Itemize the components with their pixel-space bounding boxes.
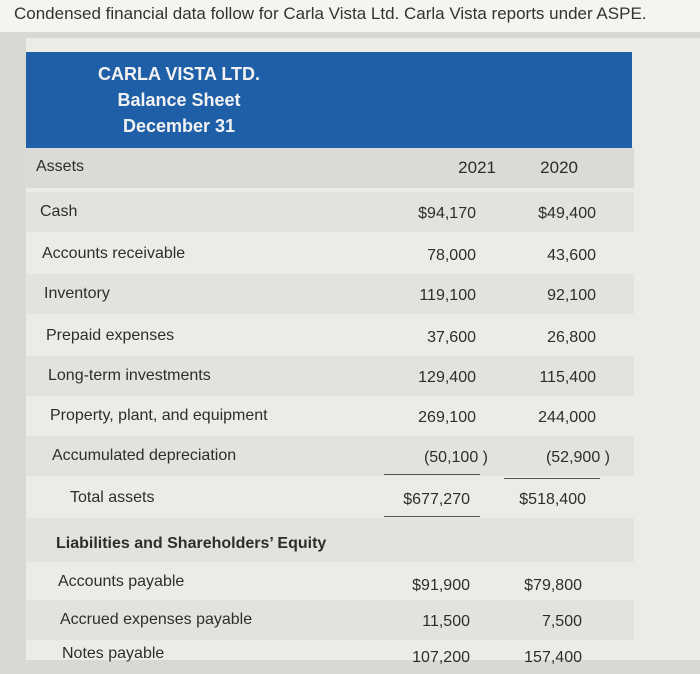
row-value-2020: $79,800 (524, 577, 582, 594)
table-row: Cash $94,170 $49,400 (26, 192, 634, 232)
row-value-2020: 7,500 (541, 613, 582, 630)
row-value-2020: 244,000 (538, 409, 596, 426)
row-label: Inventory (44, 285, 110, 302)
row-value-2021: $91,900 (412, 577, 470, 594)
row-value-2021: $677,270 (403, 491, 470, 508)
year-2021-heading: 2021 (458, 158, 496, 177)
liabilities-heading-row: Liabilities and Shareholders’ Equity (26, 518, 634, 562)
row-value-2020: $518,400 (519, 491, 586, 508)
company-name: CARLA VISTA LTD. (98, 64, 260, 84)
table-row: Property, plant, and equipment 269,100 2… (26, 396, 634, 436)
row-value-2021: 107,200 (412, 649, 470, 666)
intro-text: Condensed financial data follow for Carl… (0, 0, 700, 32)
row-value-2021: 78,000 (427, 247, 476, 264)
row-value-2020: 115,400 (539, 369, 596, 386)
row-label: Long-term investments (48, 367, 211, 384)
table-row: Long-term investments 129,400 115,400 (26, 356, 634, 396)
table-row: Notes payable 107,200 157,400 (26, 634, 634, 674)
column-header-row: Assets 2021 2020 (26, 148, 634, 188)
table-row: Accounts payable $91,900 $79,800 (26, 562, 634, 602)
row-label: Cash (40, 203, 78, 220)
row-value-2020: 92,100 (547, 287, 596, 304)
statement-date: December 31 (122, 116, 236, 136)
row-value-2021: 129,400 (418, 369, 476, 386)
assets-heading: Assets (36, 158, 85, 175)
row-value-2021: (50,100 ) (423, 449, 488, 466)
liabilities-heading: Liabilities and Shareholders’ Equity (56, 535, 327, 552)
table-row: Accumulated depreciation (50,100 ) (52,9… (26, 436, 634, 476)
row-value-2021: 269,100 (418, 409, 476, 426)
row-label: Notes payable (62, 645, 165, 662)
table-row: Prepaid expenses 37,600 26,800 (26, 316, 634, 356)
row-value-2020: 157,400 (524, 649, 582, 666)
balance-sheet: CARLA VISTA LTD. Balance Sheet December … (26, 38, 700, 666)
statement-header: CARLA VISTA LTD. Balance Sheet December … (26, 52, 632, 148)
row-label: Total assets (70, 489, 155, 506)
row-label: Prepaid expenses (46, 327, 175, 344)
row-value-2021: $94,170 (418, 205, 476, 222)
table-row: Accounts receivable 78,000 43,600 (26, 234, 634, 274)
row-value-2020: 43,600 (547, 247, 596, 264)
year-2020-heading: 2020 (540, 158, 578, 177)
row-label: Accrued expenses payable (60, 611, 253, 628)
table-row: Total assets $677,270 $518,400 (26, 478, 634, 518)
statement-title: Balance Sheet (117, 90, 241, 110)
row-label: Accounts payable (58, 573, 185, 590)
row-value-2020: 26,800 (547, 329, 596, 346)
row-label: Property, plant, and equipment (50, 407, 268, 424)
subtotal-line-2020 (504, 478, 600, 479)
row-value-2021: 11,500 (422, 613, 470, 630)
row-value-2020: (52,900 ) (545, 449, 610, 466)
row-value-2021: 37,600 (427, 329, 476, 346)
row-value-2021: 119,100 (419, 287, 476, 304)
table-row: Accrued expenses payable 11,500 7,500 (26, 600, 634, 640)
row-label: Accounts receivable (42, 245, 186, 262)
table-row: Inventory 119,100 92,100 (26, 274, 634, 314)
row-label: Accumulated depreciation (52, 447, 237, 464)
subtotal-line-2021 (384, 474, 480, 475)
row-value-2020: $49,400 (538, 205, 596, 222)
